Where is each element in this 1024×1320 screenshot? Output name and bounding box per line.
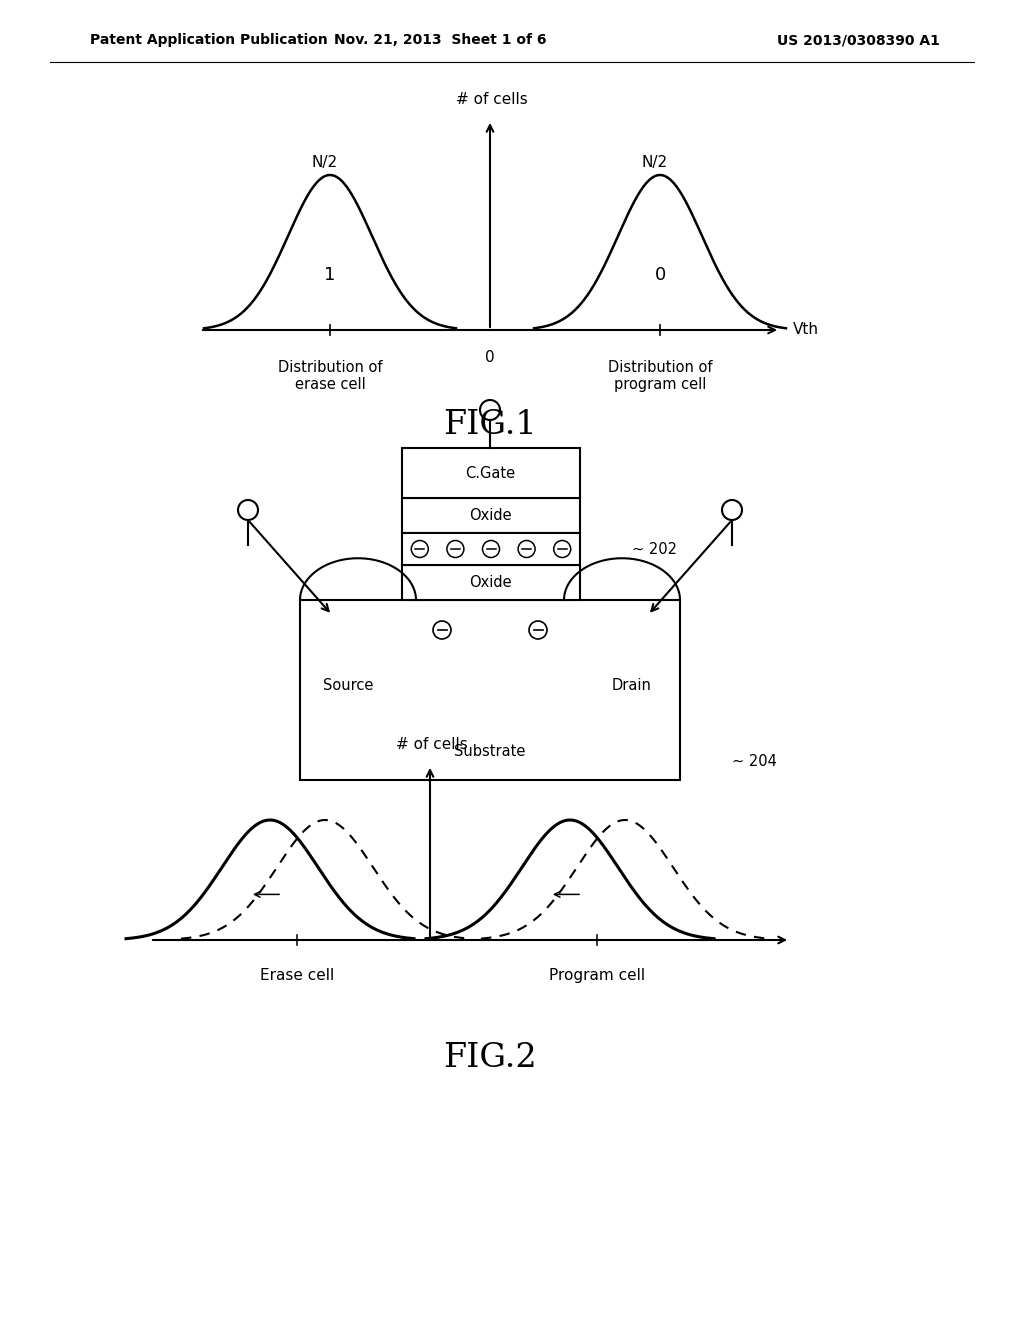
Text: # of cells: # of cells bbox=[396, 737, 468, 752]
Text: Substrate: Substrate bbox=[455, 744, 525, 759]
Text: ~ 204: ~ 204 bbox=[732, 755, 777, 770]
Circle shape bbox=[412, 540, 428, 557]
Circle shape bbox=[433, 620, 451, 639]
Circle shape bbox=[480, 400, 500, 420]
Circle shape bbox=[446, 540, 464, 557]
Text: 1: 1 bbox=[325, 267, 336, 284]
Polygon shape bbox=[402, 498, 580, 533]
Circle shape bbox=[554, 540, 570, 557]
Text: Source: Source bbox=[323, 677, 373, 693]
Text: Oxide: Oxide bbox=[469, 508, 511, 523]
Circle shape bbox=[238, 500, 258, 520]
Text: Program cell: Program cell bbox=[549, 968, 645, 983]
Text: Nov. 21, 2013  Sheet 1 of 6: Nov. 21, 2013 Sheet 1 of 6 bbox=[334, 33, 546, 48]
Text: Oxide: Oxide bbox=[469, 576, 511, 590]
Text: Vth: Vth bbox=[793, 322, 819, 338]
Text: FIG.1: FIG.1 bbox=[443, 409, 537, 441]
Text: N/2: N/2 bbox=[642, 156, 668, 170]
Text: Erase cell: Erase cell bbox=[260, 968, 334, 983]
Text: C.Gate: C.Gate bbox=[465, 466, 515, 480]
Circle shape bbox=[722, 500, 742, 520]
Text: N/2: N/2 bbox=[312, 156, 338, 170]
Text: # of cells: # of cells bbox=[456, 92, 528, 107]
Text: FIG.2: FIG.2 bbox=[443, 1041, 537, 1074]
Circle shape bbox=[529, 620, 547, 639]
Text: US 2013/0308390 A1: US 2013/0308390 A1 bbox=[777, 33, 940, 48]
Circle shape bbox=[518, 540, 536, 557]
Polygon shape bbox=[402, 565, 580, 601]
Text: Drain: Drain bbox=[612, 677, 652, 693]
Polygon shape bbox=[402, 447, 580, 498]
Text: ~ 202: ~ 202 bbox=[632, 541, 677, 557]
Text: Patent Application Publication: Patent Application Publication bbox=[90, 33, 328, 48]
Polygon shape bbox=[402, 533, 580, 565]
Text: Distribution of
erase cell: Distribution of erase cell bbox=[278, 360, 382, 392]
Circle shape bbox=[482, 540, 500, 557]
Text: Distribution of
program cell: Distribution of program cell bbox=[608, 360, 713, 392]
Text: 0: 0 bbox=[654, 267, 666, 284]
Text: 0: 0 bbox=[485, 350, 495, 366]
